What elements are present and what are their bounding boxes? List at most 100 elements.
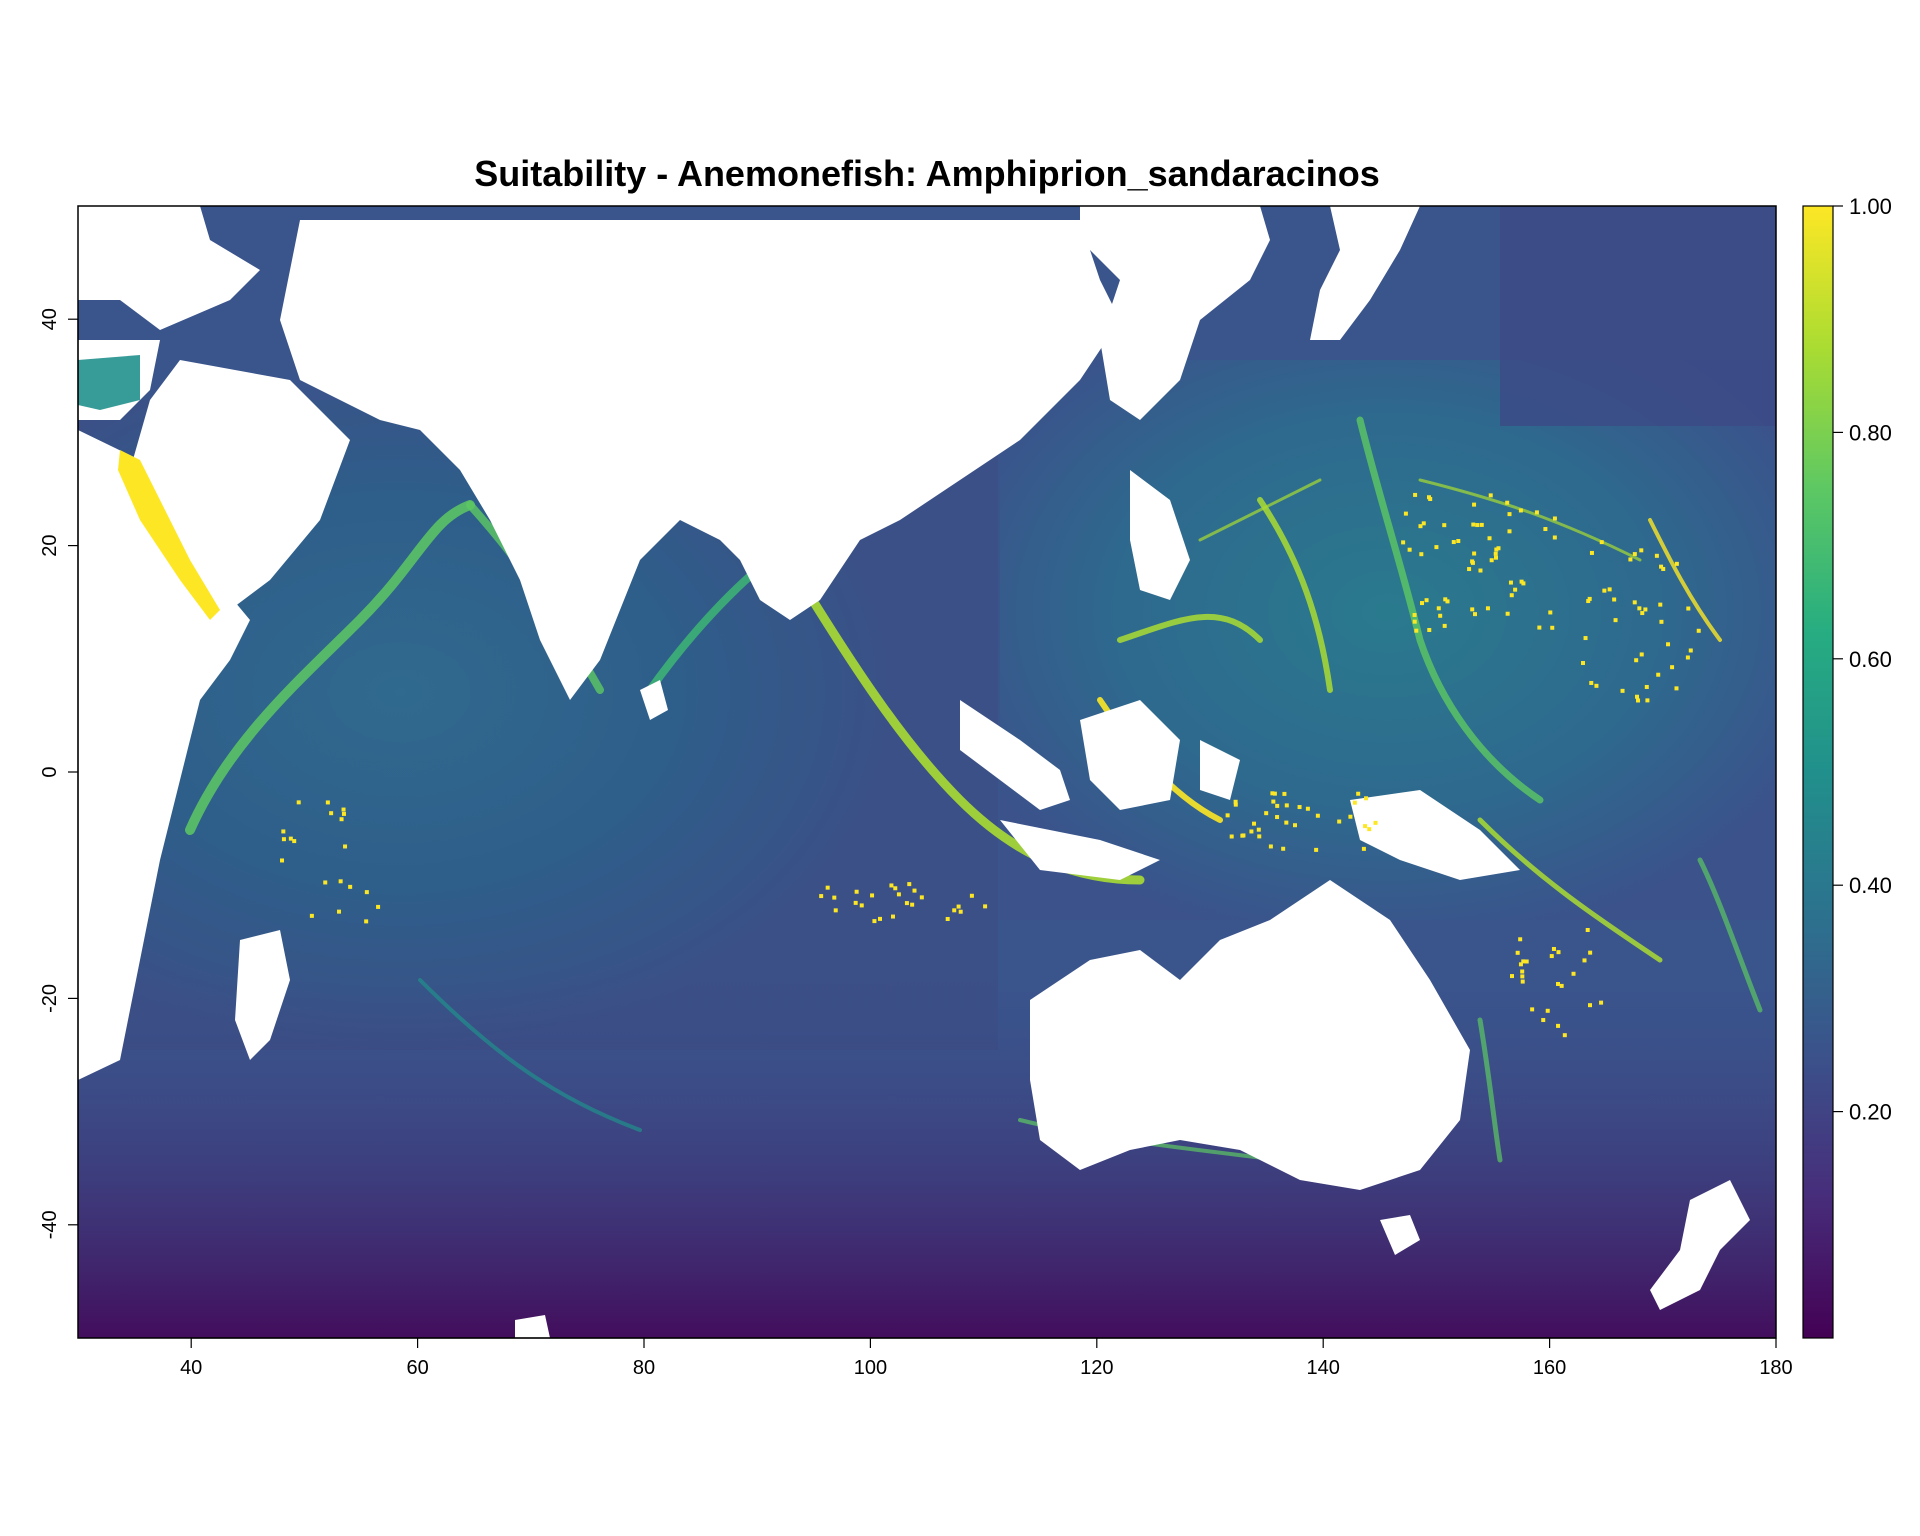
land-new-zealand (1650, 1180, 1750, 1310)
reef-dot (1485, 606, 1490, 611)
reef-dot (1550, 625, 1555, 630)
reef-dot (1434, 545, 1439, 550)
reef-dot (1470, 559, 1475, 564)
reef-dot (341, 811, 346, 816)
y-tick-label: 0 (39, 766, 61, 777)
reef-dot (910, 902, 915, 907)
reef-dot (1658, 602, 1663, 607)
reef-dot (337, 909, 342, 914)
reef-dot (1401, 540, 1406, 545)
mediterranean-region (78, 355, 140, 410)
reef-dot (1233, 799, 1238, 804)
reef-dot (1518, 937, 1523, 942)
reef-dot (1421, 521, 1426, 526)
reef-dot (1508, 580, 1513, 585)
reef-dot (1599, 540, 1604, 545)
reef-dot (870, 893, 875, 898)
reef-dot (912, 888, 917, 893)
reef-dot (1292, 823, 1297, 828)
land-sulawesi (1200, 740, 1240, 800)
reef-dot (1639, 652, 1644, 657)
reef-dot (1520, 969, 1525, 974)
reef-dot (1268, 844, 1273, 849)
reef-dot (832, 895, 837, 900)
reef-dot (1515, 950, 1520, 955)
x-tick-label: 80 (633, 1357, 655, 1379)
reef-dot (1520, 979, 1525, 984)
reef-dot (1472, 551, 1477, 556)
land-tasmania (1380, 1215, 1420, 1255)
land-east-asia-north (1080, 206, 1270, 420)
reef-dot (1275, 815, 1280, 820)
reef-dot (1639, 548, 1644, 553)
land-sumatra (960, 700, 1070, 810)
reef-dot (1552, 516, 1557, 521)
reef-dot (1640, 611, 1645, 616)
land-sri-lanka (640, 680, 668, 720)
reef-dot (1581, 661, 1586, 666)
reef-dot (1556, 981, 1561, 986)
reef-dot (1541, 1018, 1546, 1023)
reef-dot (1271, 799, 1276, 804)
x-axis: 40 60 80 100 120 140 160 180 (180, 1337, 1793, 1379)
map-raster (78, 206, 1776, 1338)
reef-dot (1582, 958, 1587, 963)
reef-dot (364, 919, 369, 924)
reef-dot (1634, 658, 1639, 663)
reef-dot (1589, 550, 1594, 555)
land-new-guinea (1350, 790, 1520, 880)
reef-dot (1599, 1000, 1604, 1005)
reef-dot (1348, 814, 1353, 819)
legend-tick-label: 0.60 (1849, 647, 1892, 672)
reef-dot (825, 885, 830, 890)
red-sea-high-suitability (118, 450, 220, 620)
reef-dot (1252, 821, 1257, 826)
reef-dot (1493, 555, 1498, 560)
reef-dot (1543, 527, 1548, 532)
reef-dot (1559, 983, 1564, 988)
reef-dot (339, 817, 344, 822)
y-tick-label: 20 (39, 534, 61, 556)
x-tick-label: 180 (1759, 1357, 1792, 1379)
reef-dot (1571, 971, 1576, 976)
reef-dot (1507, 512, 1512, 517)
reef-dot (1513, 587, 1518, 592)
reef-dot (1315, 813, 1320, 818)
legend-tick-label: 1.00 (1849, 194, 1892, 219)
reef-dot (1587, 596, 1592, 601)
reef-dot (1674, 561, 1679, 566)
reef-dot (1412, 613, 1417, 618)
reef-dot (1602, 588, 1607, 593)
reef-dot (1272, 791, 1277, 796)
reef-dot (854, 889, 859, 894)
land-australia (1030, 880, 1470, 1190)
reef-dot (1367, 827, 1372, 832)
reef-dot (1509, 593, 1514, 598)
southern-ocean-region (78, 960, 1776, 1338)
reef-dot (1583, 636, 1588, 641)
reef-dot (1644, 684, 1649, 689)
reef-dot (1420, 601, 1425, 606)
reef-dot (1305, 806, 1310, 811)
reef-dot (1588, 950, 1593, 955)
reef-dot (889, 883, 894, 888)
reef-dot (1589, 680, 1594, 685)
reef-dot (1586, 599, 1591, 604)
reef-dot (1562, 1033, 1567, 1038)
reef-dot (343, 844, 348, 849)
legend-ticks: 0.20 0.40 0.60 0.80 1.00 (1833, 194, 1892, 1125)
reef-dot (1436, 606, 1441, 611)
north-pacific-region (1500, 206, 1776, 426)
reef-dot (376, 904, 381, 909)
reef-dot (1281, 846, 1286, 851)
reef-dot (878, 916, 882, 921)
reef-dot (907, 882, 912, 887)
reef-dot (1588, 1003, 1593, 1008)
reef-dot (859, 903, 864, 908)
land-madagascar (235, 930, 290, 1060)
reef-dot (1666, 642, 1671, 647)
reef-dot (896, 892, 901, 897)
reef-dot (904, 901, 909, 906)
reef-dot (1270, 791, 1275, 796)
